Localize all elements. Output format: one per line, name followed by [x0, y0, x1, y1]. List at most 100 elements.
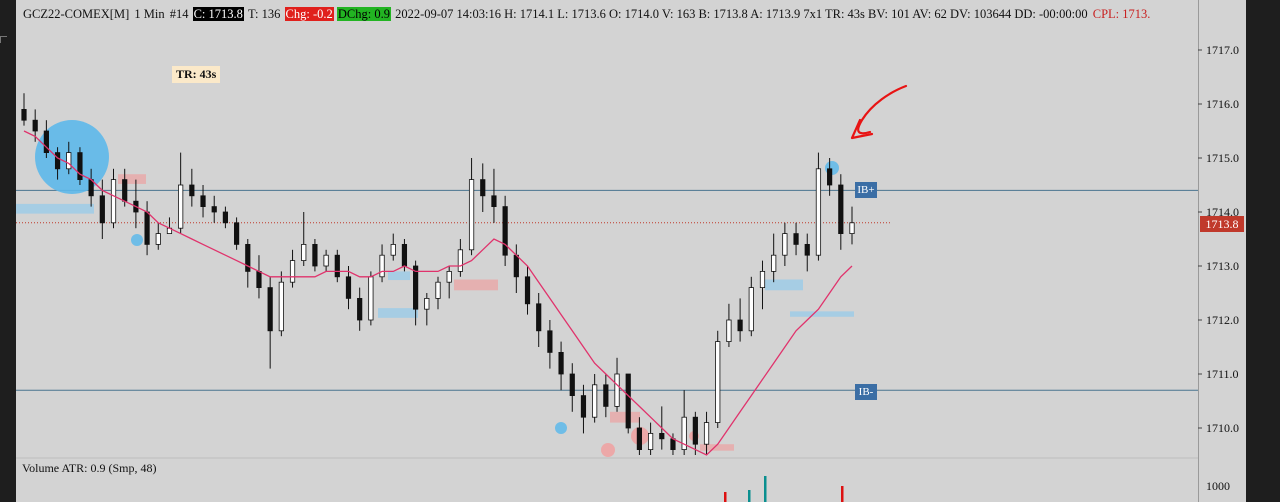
candle-body — [435, 281, 441, 299]
candle-body — [782, 233, 788, 256]
candle-body — [256, 270, 262, 288]
candle-body — [659, 432, 665, 440]
interval-label: 1 Min — [134, 7, 165, 21]
candle-body — [815, 168, 822, 256]
candle-body — [21, 109, 27, 121]
moving-average-line — [23, 130, 853, 456]
volume-bar — [764, 476, 767, 502]
y-tick-label: 1713.0 — [1206, 259, 1239, 273]
candle-body — [580, 395, 587, 418]
volume-tick-label: 1000 — [1206, 479, 1230, 493]
candle-body — [267, 287, 273, 332]
candle-body — [379, 254, 385, 278]
volume-dot — [131, 234, 143, 246]
candle-body — [692, 416, 698, 445]
candle-body — [155, 233, 161, 245]
ib-plus-tag: IB+ — [855, 182, 877, 198]
y-tick-label: 1711.0 — [1206, 367, 1239, 381]
red-zone — [118, 174, 146, 184]
candle-body — [502, 206, 508, 256]
candle-body — [424, 297, 430, 310]
candle-body — [480, 179, 486, 197]
candle-body — [413, 265, 419, 310]
y-tick-label: 1712.0 — [1206, 313, 1239, 327]
candle-body — [222, 211, 229, 224]
candle-body — [345, 276, 352, 299]
stats-text: 2022-09-07 14:03:16 H: 1714.1 L: 1713.6 … — [395, 7, 1088, 21]
daily-change-badge: DChg: 0.9 — [336, 7, 391, 21]
candle-body — [491, 195, 497, 208]
candle-body — [715, 341, 721, 424]
candle-body — [88, 179, 94, 197]
red-zone — [610, 411, 640, 423]
y-tick-label: 1714.0 — [1206, 205, 1239, 219]
candle-body — [368, 276, 374, 321]
annotation-arrowhead — [850, 118, 874, 140]
corner-marker — [0, 36, 7, 43]
candle-body — [524, 276, 531, 305]
candle-body — [603, 384, 609, 407]
candle-body — [289, 260, 296, 283]
y-tick-label: 1715.0 — [1206, 151, 1239, 165]
candle-body — [401, 243, 408, 267]
candle-body — [189, 184, 195, 197]
volume-bar — [748, 490, 751, 502]
candle-body — [681, 416, 687, 451]
candle-body — [32, 119, 38, 132]
annotation-arrow — [857, 84, 908, 135]
price-axis[interactable] — [1198, 0, 1247, 502]
candle-body — [569, 373, 575, 397]
bar-number: #14 — [169, 7, 189, 21]
candle-body — [357, 297, 363, 321]
candle-body — [99, 195, 105, 224]
blue-zone — [16, 203, 94, 214]
candle-body — [390, 243, 396, 256]
candle-body — [592, 384, 598, 418]
blue-zone — [790, 311, 854, 317]
candle-body — [547, 330, 553, 353]
candle-body — [334, 254, 340, 278]
ticks-label: T: 136 — [248, 7, 281, 21]
candle-body — [245, 243, 251, 272]
candle-body — [793, 233, 799, 245]
cpl-label: CPL: 1713. — [1092, 7, 1151, 21]
candle-body — [513, 254, 519, 278]
candle-body — [614, 373, 620, 407]
candle-body — [558, 351, 564, 375]
blue-zone — [765, 279, 803, 291]
right-edge — [1246, 0, 1280, 502]
candle-body — [536, 303, 542, 332]
volume-panel-label: Volume ATR: 0.9 (Smp, 48) — [22, 461, 157, 475]
red-zone — [700, 444, 734, 451]
candle-body — [468, 179, 475, 251]
change-badge: Chg: -0.2 — [284, 7, 334, 21]
candle-body — [737, 319, 743, 332]
candle-body — [748, 287, 754, 332]
candle-body — [278, 281, 284, 332]
candle-body — [54, 152, 61, 170]
volume-dot — [555, 422, 567, 434]
blue-zone — [388, 271, 410, 281]
candle-body — [66, 152, 72, 170]
candle-body — [233, 222, 240, 245]
candle-body — [301, 243, 307, 261]
candle-body — [759, 270, 766, 288]
y-tick-label: 1716.0 — [1206, 97, 1239, 111]
candle-body — [726, 319, 732, 343]
candle-body — [636, 427, 643, 451]
candle-body — [457, 249, 463, 272]
red-zone — [454, 279, 498, 291]
candle-body — [849, 222, 855, 235]
candle-body — [625, 373, 631, 429]
candle-body — [838, 184, 844, 234]
chart-panel[interactable] — [16, 0, 1198, 502]
candle-body — [771, 254, 777, 272]
candle-body — [122, 179, 128, 202]
timer-box: TR: 43s — [172, 66, 221, 83]
last-price-tag: 1713.8 — [1200, 216, 1244, 232]
candle-body — [43, 130, 49, 154]
candle-body — [804, 243, 810, 256]
blue-zone — [378, 308, 418, 318]
close-badge: C: 1713.8 — [192, 7, 244, 21]
